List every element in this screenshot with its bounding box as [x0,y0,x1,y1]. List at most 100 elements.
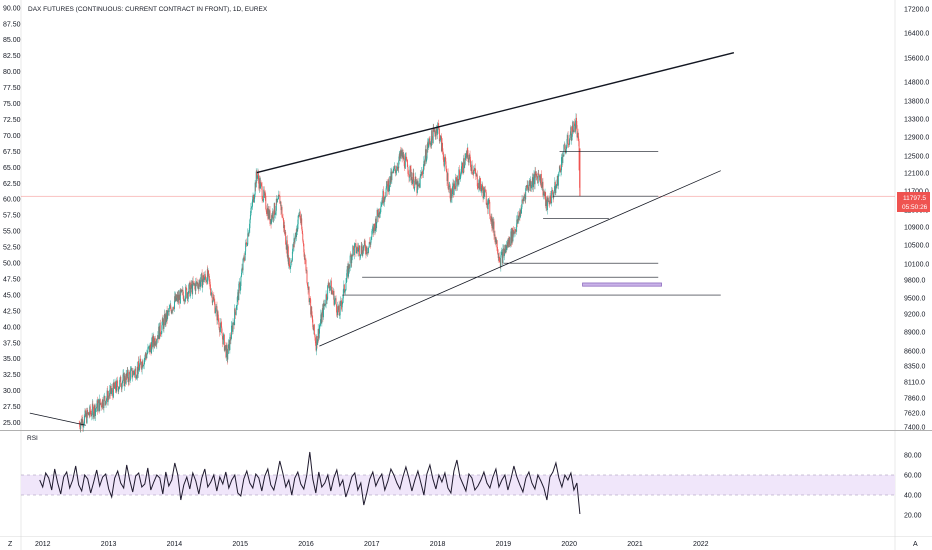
candle-body [345,282,347,291]
candle-body [321,313,323,324]
candle-body [359,255,361,257]
candle-body [172,307,174,309]
candle-body [188,284,190,294]
main-pane[interactable] [21,0,895,430]
candle-body [106,398,108,401]
candle-body [558,171,560,177]
candle-body [318,328,320,338]
candle-body [219,328,221,333]
candle-body [391,172,393,181]
candle-body [303,252,305,260]
candle-body [161,325,163,334]
candle-body [277,195,279,200]
candle-body [189,282,191,297]
candle-body [301,229,303,234]
candle-body [447,173,448,182]
candle-body [89,406,91,416]
trendline[interactable] [29,412,86,426]
candle-body [241,272,242,277]
candle-body [503,248,504,249]
candle-body [493,221,495,236]
candle-body [396,170,398,172]
candle-body [438,129,440,142]
candle-body [314,334,316,338]
candle-body [280,201,282,211]
left-axis-tick: 85.00 [3,37,21,44]
candle-body [128,372,130,374]
left-axis-tick: 25.00 [3,420,21,427]
candle-body [260,182,262,184]
candle-body [342,298,344,303]
candle-body [170,309,172,314]
candle-body [120,376,122,387]
candle-body [121,383,123,389]
candle-body [498,256,500,260]
candle-body [406,160,408,167]
candle-body [565,149,567,154]
corner-right-label[interactable]: A [913,541,918,548]
candle-body [202,275,204,281]
candle-body [320,314,322,324]
candle-body [304,258,306,260]
trendline[interactable] [319,170,721,347]
candle-body [386,181,388,185]
candle-body [196,281,198,285]
right-axis-tick: 10500.0 [904,243,929,250]
rays[interactable] [342,151,721,296]
candle-body [553,190,555,194]
candle-body [484,189,486,191]
candle-body [350,255,352,257]
candle-body [105,400,107,405]
time-axis-tick: 2022 [693,541,709,548]
candle-body [203,278,205,283]
candle-body [302,233,304,241]
candle-body [242,258,244,271]
candle-body [333,290,335,305]
candle-body [281,206,282,211]
candle-body [368,247,370,249]
price-badge: 11797.5 05:50:26 [897,192,930,212]
candle-body [115,381,116,390]
candle-body [122,374,124,381]
candle-body [377,209,379,216]
candle-body [577,133,579,138]
candle-body [147,347,149,353]
trendlines[interactable] [29,51,735,426]
candle-body [80,423,82,429]
candle-body [337,306,339,316]
candle-body [455,177,457,189]
candle-body [439,135,441,141]
candle-body [248,228,250,232]
candle-body [194,284,196,291]
candle-body [393,168,394,173]
candle-body [103,396,105,408]
candle-body [152,337,154,348]
candle-body [97,402,99,412]
candle-body [422,166,424,174]
candle-body [487,203,489,210]
candle-body [95,408,96,416]
candle-body [348,264,350,269]
candle-body [461,163,463,167]
candle-body [527,188,529,191]
corner-left-label[interactable]: Z [8,541,13,548]
candle-body [539,176,541,184]
candle-body [499,259,501,261]
candle-body [136,376,138,378]
candle-body [384,197,385,202]
candle-body [469,154,471,160]
candle-body [329,286,331,289]
candle-body [245,242,247,252]
highlight-box[interactable] [582,282,662,287]
candle-body [517,215,519,224]
candle-body [236,306,238,310]
candle-body [531,177,533,186]
trendline[interactable] [256,51,735,174]
right-axis-tick: 12900.0 [904,135,929,142]
candle-body [514,229,516,233]
candle-body [540,174,542,184]
candle-body [484,189,486,197]
candle-body [390,171,392,184]
candle-body [248,231,250,237]
